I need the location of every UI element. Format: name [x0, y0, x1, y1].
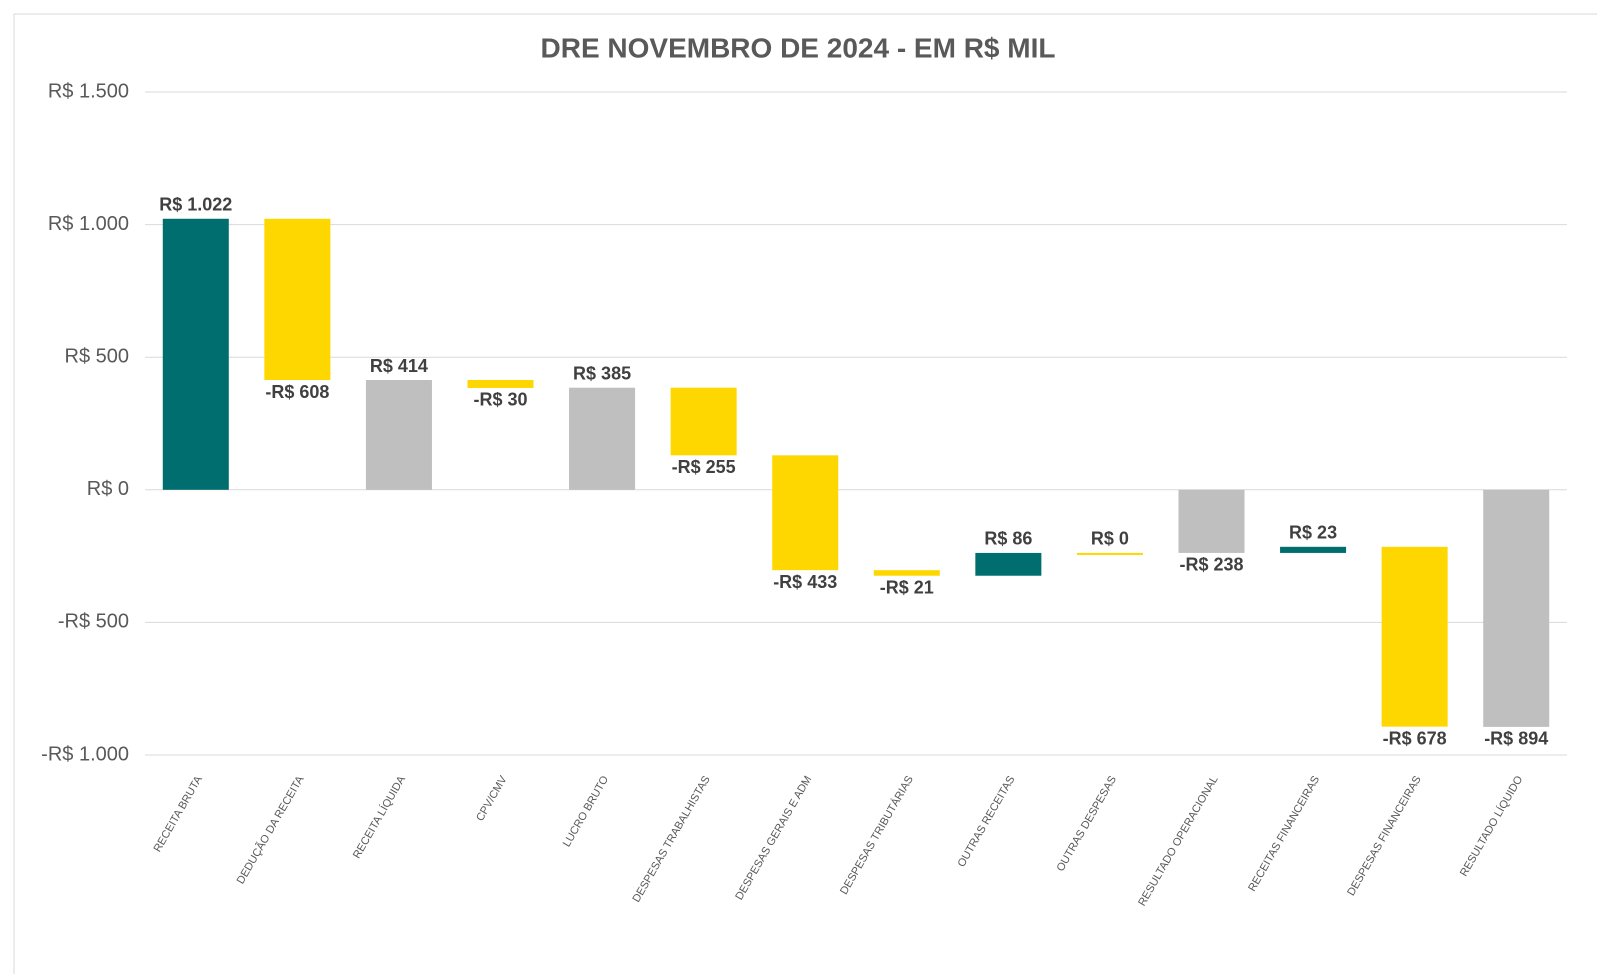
data-label: R$ 23: [1289, 523, 1337, 543]
bar: [772, 455, 839, 571]
y-tick-label: R$ 1.000: [48, 213, 129, 235]
bar: [1381, 546, 1448, 727]
chart-title: DRE NOVEMBRO DE 2024 - EM R$ MIL: [541, 32, 1056, 63]
x-tick-label: DEDUÇÃO DA RECEITA: [234, 773, 307, 886]
data-label: -R$ 678: [1383, 728, 1447, 748]
x-tick-label: DESPESAS TRABALHISTAS: [630, 774, 712, 905]
x-tick-label: LUCRO BRUTO: [561, 774, 612, 850]
bar: [365, 380, 432, 490]
x-tick-label: OUTRAS DESPESAS: [1055, 774, 1119, 874]
data-label: R$ 414: [370, 356, 428, 376]
y-tick-label: R$ 0: [87, 478, 129, 500]
bar: [1076, 552, 1143, 555]
x-tick-label: RESULTADO LÍQUIDO: [1457, 773, 1525, 879]
data-label: -R$ 255: [672, 457, 736, 477]
y-tick-label: -R$ 1.000: [41, 743, 129, 765]
data-label: -R$ 894: [1484, 729, 1548, 749]
data-label: -R$ 21: [880, 577, 934, 597]
x-tick-label: DESPESAS GERAIS E ADM: [733, 774, 814, 902]
x-tick-label: CPV/CMV: [474, 773, 510, 823]
y-tick-label: -R$ 500: [58, 611, 129, 633]
y-tick-label: R$ 1.500: [48, 80, 129, 102]
bar: [1483, 489, 1550, 727]
bar: [1178, 489, 1245, 553]
x-tick-label: OUTRAS RECEITAS: [956, 774, 1018, 869]
data-label: R$ 86: [984, 529, 1032, 549]
data-label: R$ 1.022: [159, 195, 232, 215]
bar: [569, 387, 636, 490]
y-tick-label: R$ 500: [65, 345, 130, 367]
chart-border: [13, 13, 1597, 974]
bar: [975, 552, 1042, 576]
bar: [670, 387, 737, 456]
x-tick-label: RECEITAS FINANCEIRAS: [1246, 774, 1322, 894]
x-tick-label: RECEITA LÍQUIDA: [350, 773, 408, 861]
data-label: -R$ 30: [473, 390, 527, 410]
x-tick-label: RECEITA BRUTA: [152, 773, 206, 854]
bar: [264, 218, 331, 381]
data-label: -R$ 433: [773, 572, 837, 592]
x-tick-label: DESPESAS TRIBUTÁRIAS: [837, 773, 916, 896]
data-label: R$ 385: [573, 363, 631, 383]
bar: [467, 380, 534, 388]
data-label: R$ 0: [1091, 529, 1129, 549]
bar: [162, 218, 229, 490]
bar: [1280, 546, 1347, 553]
x-tick-label: DESPESAS FINANCEIRAS: [1345, 774, 1424, 898]
bar: [873, 570, 940, 576]
data-label: -R$ 608: [265, 382, 329, 402]
x-tick-label: RESULTADO OPERACIONAL: [1136, 774, 1220, 908]
data-label: -R$ 238: [1179, 555, 1243, 575]
